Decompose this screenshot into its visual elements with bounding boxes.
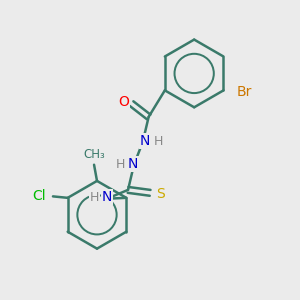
Text: H: H xyxy=(153,135,163,148)
Text: Cl: Cl xyxy=(32,189,46,203)
Text: O: O xyxy=(118,95,129,109)
Text: N: N xyxy=(127,157,138,171)
Text: H: H xyxy=(116,158,125,171)
Text: S: S xyxy=(156,187,165,201)
Text: N: N xyxy=(102,190,112,204)
Text: N: N xyxy=(140,134,150,148)
Text: Br: Br xyxy=(237,85,252,99)
Text: H: H xyxy=(90,191,99,204)
Text: CH₃: CH₃ xyxy=(83,148,105,161)
